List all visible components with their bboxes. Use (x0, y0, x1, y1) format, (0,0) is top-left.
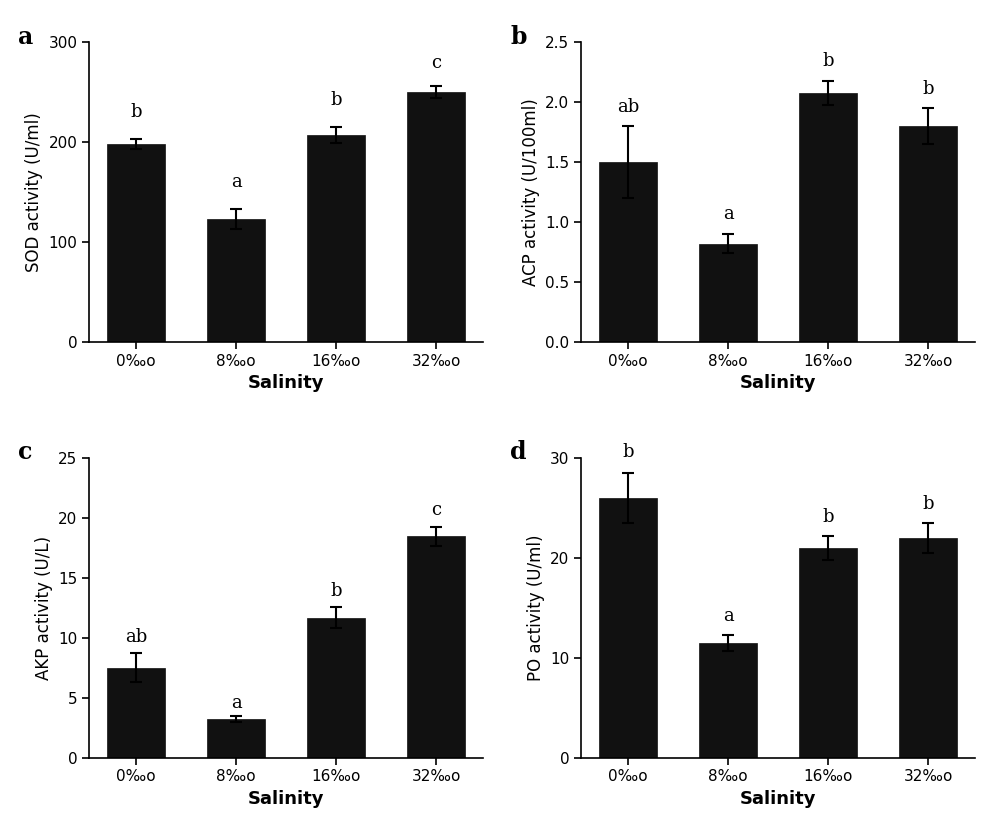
Bar (107, 668, 165, 758)
Text: b: b (330, 581, 342, 600)
Text: a: a (231, 694, 242, 711)
Y-axis label: ACP activity (U/100ml): ACP activity (U/100ml) (522, 98, 540, 286)
Text: d: d (510, 441, 527, 464)
Text: ab: ab (617, 97, 639, 116)
Text: b: b (510, 24, 527, 48)
Bar (799, 548, 857, 758)
Text: b: b (822, 508, 834, 526)
Bar (107, 144, 165, 342)
X-axis label: Salinity: Salinity (248, 790, 324, 808)
Text: b: b (922, 80, 934, 97)
Text: b: b (922, 495, 934, 513)
Bar (899, 538, 957, 758)
Bar (699, 243, 757, 342)
X-axis label: Salinity: Salinity (248, 374, 324, 392)
Text: c: c (18, 441, 33, 464)
Bar (899, 127, 957, 342)
Y-axis label: SOD activity (U/ml): SOD activity (U/ml) (25, 112, 43, 272)
Text: b: b (131, 103, 142, 122)
Text: c: c (431, 501, 441, 519)
Bar (407, 536, 465, 758)
Y-axis label: PO activity (U/ml): PO activity (U/ml) (527, 535, 545, 681)
Text: b: b (622, 443, 634, 461)
Text: c: c (431, 54, 441, 72)
Text: a: a (231, 173, 242, 191)
X-axis label: Salinity: Salinity (740, 790, 816, 808)
Text: a: a (723, 205, 734, 223)
Bar (307, 617, 365, 758)
Bar (407, 92, 465, 342)
Text: b: b (330, 92, 342, 109)
X-axis label: Salinity: Salinity (740, 374, 816, 392)
Bar (207, 219, 265, 342)
Text: ab: ab (125, 628, 147, 646)
Y-axis label: AKP activity (U/L): AKP activity (U/L) (35, 536, 53, 680)
Bar (599, 162, 657, 342)
Bar (699, 643, 757, 758)
Text: a: a (723, 607, 734, 625)
Bar (207, 720, 265, 758)
Bar (799, 92, 857, 342)
Text: a: a (18, 24, 34, 48)
Text: b: b (822, 52, 834, 70)
Bar (307, 135, 365, 342)
Bar (599, 498, 657, 758)
